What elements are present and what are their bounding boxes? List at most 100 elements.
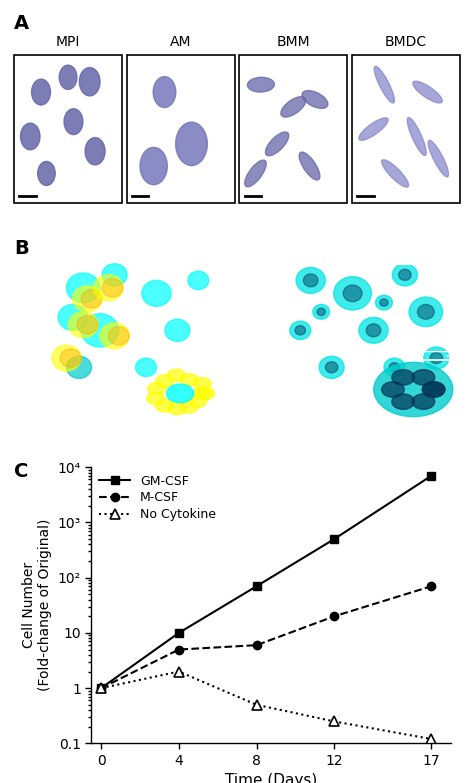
Circle shape	[193, 377, 211, 390]
Ellipse shape	[359, 117, 388, 140]
Circle shape	[142, 280, 171, 306]
Line: M-CSF: M-CSF	[97, 582, 436, 692]
FancyBboxPatch shape	[352, 55, 460, 203]
Circle shape	[100, 323, 129, 348]
Circle shape	[375, 295, 392, 310]
Circle shape	[296, 268, 325, 294]
Circle shape	[136, 358, 156, 377]
Circle shape	[430, 352, 443, 363]
Circle shape	[81, 314, 119, 347]
Circle shape	[94, 275, 123, 301]
Circle shape	[58, 305, 87, 330]
FancyBboxPatch shape	[127, 55, 235, 203]
GM-CSF	[98, 684, 104, 693]
Circle shape	[66, 356, 91, 378]
Ellipse shape	[265, 132, 289, 156]
Circle shape	[155, 375, 173, 388]
Circle shape	[165, 319, 190, 341]
M-CSF	[331, 612, 337, 621]
Ellipse shape	[407, 117, 426, 155]
Circle shape	[167, 369, 185, 381]
Circle shape	[32, 79, 51, 105]
Circle shape	[412, 370, 435, 385]
Circle shape	[374, 363, 453, 417]
Circle shape	[317, 309, 325, 316]
Circle shape	[147, 382, 165, 395]
Circle shape	[140, 147, 167, 185]
Circle shape	[325, 362, 338, 373]
Circle shape	[409, 297, 443, 327]
Text: 20 μm: 20 μm	[441, 256, 468, 265]
No Cytokine	[331, 716, 337, 726]
Text: A: A	[14, 14, 29, 33]
Legend: GM-CSF, M-CSF, No Cytokine: GM-CSF, M-CSF, No Cytokine	[94, 470, 221, 526]
Text: C: C	[14, 461, 28, 481]
Circle shape	[73, 286, 102, 312]
Circle shape	[59, 65, 77, 89]
Ellipse shape	[413, 81, 442, 103]
Circle shape	[20, 123, 40, 150]
No Cytokine	[254, 700, 259, 709]
GM-CSF	[176, 628, 182, 637]
Circle shape	[155, 399, 173, 412]
Circle shape	[412, 394, 435, 410]
Circle shape	[176, 122, 207, 165]
FancyBboxPatch shape	[239, 55, 347, 203]
Circle shape	[334, 276, 372, 310]
Circle shape	[382, 382, 404, 397]
Text: 5 μm: 5 μm	[219, 355, 237, 360]
Ellipse shape	[247, 78, 274, 92]
Circle shape	[102, 264, 127, 286]
Circle shape	[422, 382, 445, 397]
Text: B: B	[14, 239, 29, 258]
Circle shape	[79, 67, 100, 96]
Circle shape	[313, 305, 329, 319]
Circle shape	[392, 370, 414, 385]
Ellipse shape	[281, 96, 306, 117]
Ellipse shape	[302, 91, 328, 108]
M-CSF	[98, 684, 104, 693]
Circle shape	[166, 384, 194, 402]
Text: 5 μm: 5 μm	[447, 355, 464, 360]
Y-axis label: Cell Number
(Fold-change of Original): Cell Number (Fold-change of Original)	[22, 519, 52, 691]
Ellipse shape	[299, 152, 320, 180]
Circle shape	[392, 394, 414, 410]
Circle shape	[37, 161, 55, 186]
Circle shape	[384, 358, 405, 377]
Circle shape	[188, 271, 209, 290]
Circle shape	[85, 138, 105, 165]
Line: No Cytokine: No Cytokine	[96, 666, 436, 744]
Circle shape	[290, 321, 311, 340]
Circle shape	[153, 77, 176, 107]
Circle shape	[180, 401, 198, 413]
Circle shape	[392, 264, 418, 286]
M-CSF	[428, 582, 434, 591]
No Cytokine	[428, 734, 434, 744]
Circle shape	[303, 274, 318, 287]
Ellipse shape	[245, 160, 266, 187]
M-CSF	[254, 640, 259, 650]
Circle shape	[168, 402, 186, 415]
Text: BMDC: BMDC	[385, 35, 427, 49]
Ellipse shape	[382, 160, 409, 187]
Circle shape	[60, 348, 81, 367]
Circle shape	[418, 305, 434, 319]
Text: 20 μm: 20 μm	[214, 256, 240, 265]
Circle shape	[189, 395, 207, 407]
Circle shape	[64, 109, 83, 135]
Circle shape	[389, 363, 400, 372]
GM-CSF	[254, 582, 259, 591]
No Cytokine	[176, 667, 182, 677]
GM-CSF	[331, 534, 337, 543]
Circle shape	[399, 269, 411, 280]
Circle shape	[295, 326, 305, 335]
Circle shape	[52, 345, 81, 371]
Circle shape	[81, 290, 102, 309]
Circle shape	[109, 327, 129, 345]
Circle shape	[66, 273, 100, 302]
Circle shape	[77, 316, 98, 334]
Circle shape	[380, 299, 388, 306]
Circle shape	[422, 382, 445, 397]
Circle shape	[424, 347, 449, 369]
Line: GM-CSF: GM-CSF	[97, 471, 436, 692]
